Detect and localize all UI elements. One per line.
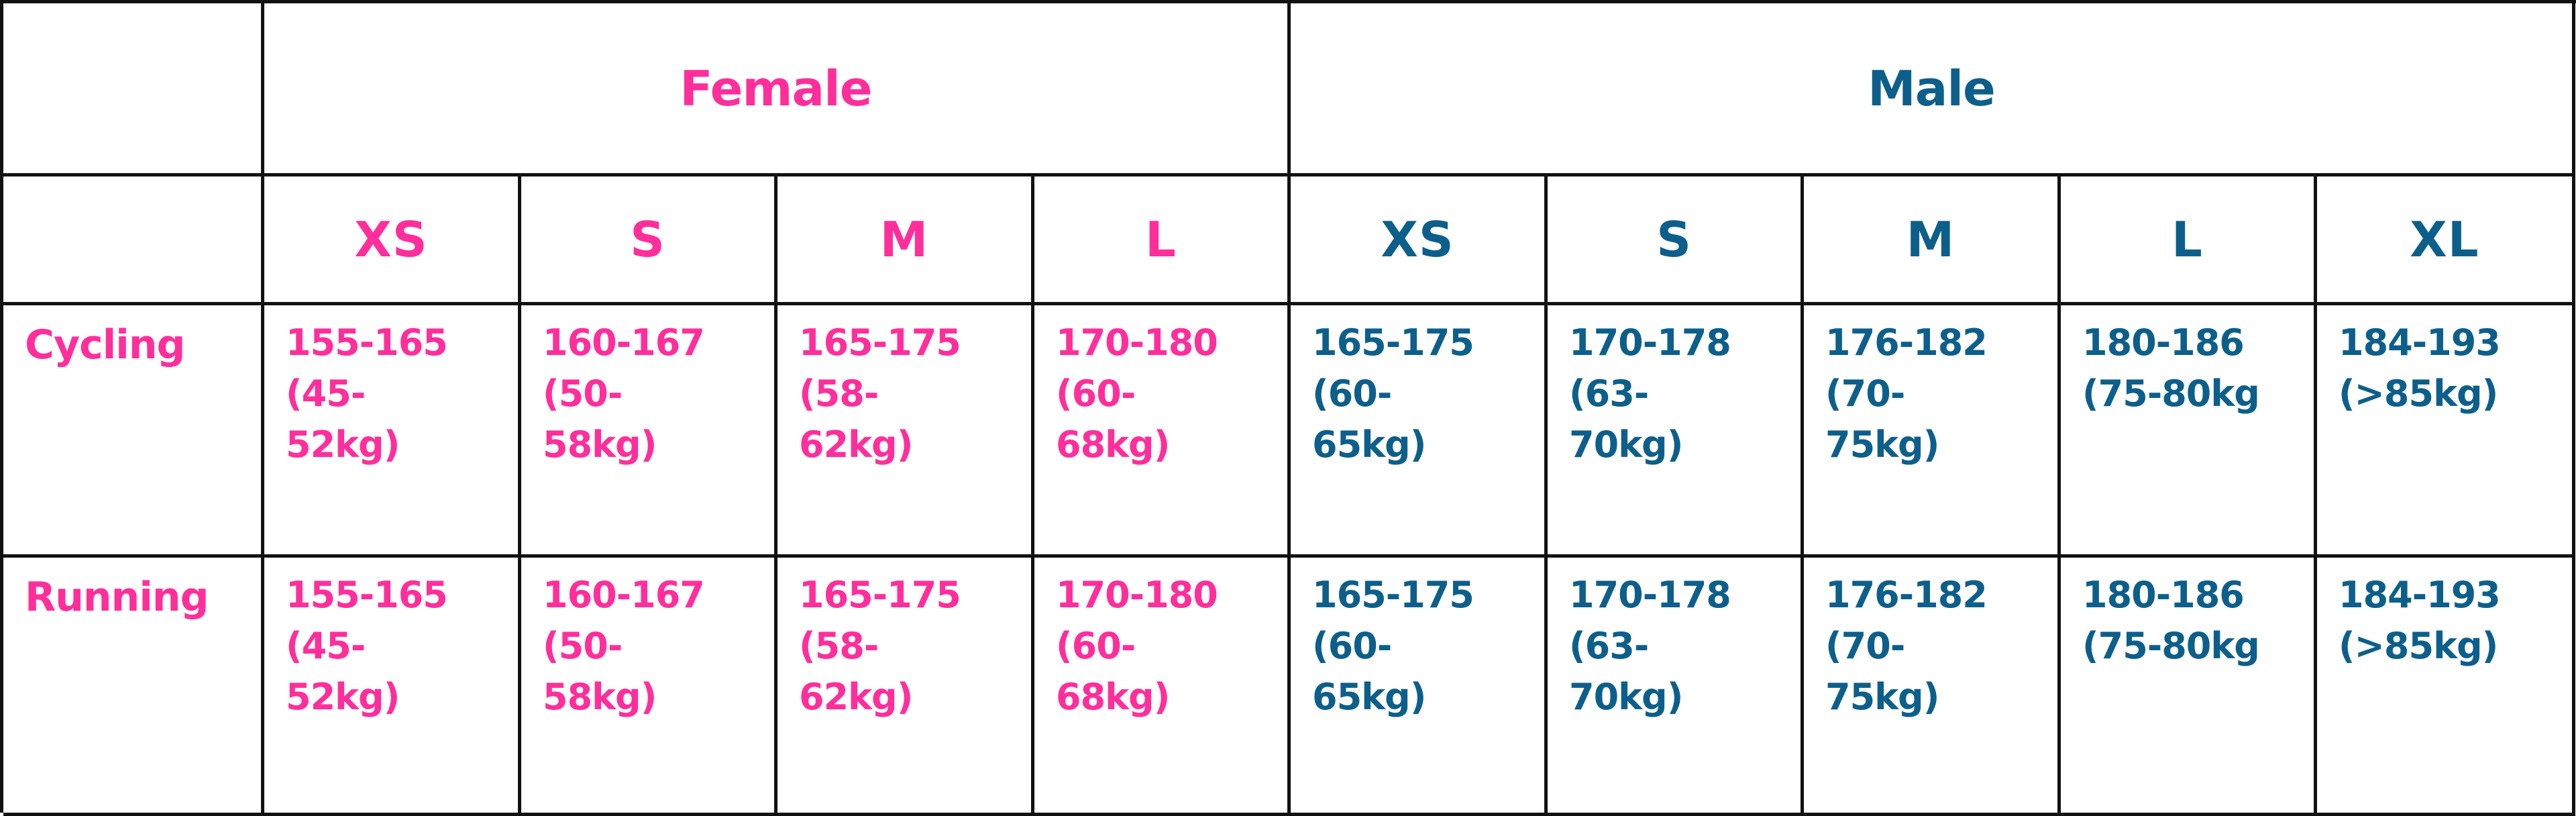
weight-range-end: 75kg) <box>1825 676 1939 718</box>
size-label: XS <box>354 211 428 268</box>
size-label: S <box>1656 211 1692 268</box>
height-range: 170-178 <box>1569 574 1731 616</box>
female-size-header: L <box>1034 176 1291 305</box>
table-cell: 170-178 (63- 70kg) <box>1548 305 1804 558</box>
female-size-header: XS <box>264 176 521 305</box>
size-label: L <box>1145 211 1177 268</box>
weight-range: (75-80kg <box>2082 625 2260 667</box>
weight-range-start: (60- <box>1056 625 1136 667</box>
table-cell: 165-175 (60- 65kg) <box>1291 558 1548 816</box>
table-cell: 165-175 (58- 62kg) <box>777 305 1034 558</box>
weight-range: (>85kg) <box>2339 625 2498 667</box>
female-header-label: Female <box>680 60 872 117</box>
male-header: Male <box>1291 3 2575 176</box>
height-range: 155-165 <box>286 574 448 616</box>
weight-range-end: 62kg) <box>799 676 913 718</box>
row-label-running: Running <box>3 558 264 816</box>
row-label-cycling: Cycling <box>3 305 264 558</box>
height-range: 165-175 <box>1312 574 1474 616</box>
height-range: 170-180 <box>1056 321 1218 364</box>
height-range: 160-167 <box>543 321 705 364</box>
size-label: M <box>879 211 929 268</box>
weight-range-end: 65kg) <box>1312 423 1426 466</box>
table-cell: 176-182 (70- 75kg) <box>1804 305 2061 558</box>
table-cell: 170-180 (60- 68kg) <box>1034 305 1291 558</box>
table-cell: 155-165 (45- 52kg) <box>264 305 521 558</box>
weight-range-start: (45- <box>286 625 366 667</box>
height-range: 170-180 <box>1056 574 1218 616</box>
size-label: XS <box>1381 211 1454 268</box>
height-range: 165-175 <box>1312 321 1474 364</box>
male-size-header: S <box>1548 176 1804 305</box>
weight-range-end: 65kg) <box>1312 676 1426 718</box>
table-cell: 180-186 (75-80kg <box>2061 558 2317 816</box>
male-header-label: Male <box>1868 60 1996 117</box>
size-label: XL <box>2410 211 2479 268</box>
weight-range-start: (45- <box>286 372 366 415</box>
weight-range-start: (50- <box>543 625 623 667</box>
weight-range-end: 52kg) <box>286 676 400 718</box>
size-label: S <box>630 211 665 268</box>
height-range: 170-178 <box>1569 321 1731 364</box>
size-label: M <box>1906 211 1955 268</box>
table-cell: 180-186 (75-80kg <box>2061 305 2317 558</box>
weight-range-start: (63- <box>1569 372 1649 415</box>
weight-range-start: (70- <box>1825 372 1905 415</box>
female-header: Female <box>264 3 1291 176</box>
weight-range-end: 68kg) <box>1056 676 1170 718</box>
table-cell: 176-182 (70- 75kg) <box>1804 558 2061 816</box>
weight-range-start: (60- <box>1312 625 1392 667</box>
table-cell: 155-165 (45- 52kg) <box>264 558 521 816</box>
height-range: 165-175 <box>799 574 961 616</box>
sport-label: Cycling <box>25 321 186 368</box>
height-range: 180-186 <box>2082 321 2245 364</box>
height-range: 180-186 <box>2082 574 2245 616</box>
corner-cell-top <box>3 3 264 176</box>
height-range: 155-165 <box>286 321 448 364</box>
table-cell: 184-193 (>85kg) <box>2317 305 2575 558</box>
table-cell: 170-178 (63- 70kg) <box>1548 558 1804 816</box>
table-cell: 170-180 (60- 68kg) <box>1034 558 1291 816</box>
male-size-header: XL <box>2317 176 2575 305</box>
weight-range-end: 68kg) <box>1056 423 1170 466</box>
height-range: 165-175 <box>799 321 961 364</box>
height-range: 176-182 <box>1825 574 1988 616</box>
weight-range-end: 75kg) <box>1825 423 1939 466</box>
table-cell: 184-193 (>85kg) <box>2317 558 2575 816</box>
weight-range-end: 70kg) <box>1569 676 1683 718</box>
table-cell: 165-175 (58- 62kg) <box>777 558 1034 816</box>
weight-range-start: (63- <box>1569 625 1649 667</box>
male-size-header: XS <box>1291 176 1548 305</box>
weight-range: (75-80kg <box>2082 372 2260 415</box>
weight-range-end: 58kg) <box>543 423 657 466</box>
sport-label: Running <box>25 574 209 621</box>
weight-range-end: 70kg) <box>1569 423 1683 466</box>
weight-range-start: (50- <box>543 372 623 415</box>
corner-cell-sizes <box>3 176 264 305</box>
female-size-header: M <box>777 176 1034 305</box>
weight-range-end: 52kg) <box>286 423 400 466</box>
weight-range: (>85kg) <box>2339 372 2498 415</box>
height-range: 184-193 <box>2339 321 2501 364</box>
height-range: 184-193 <box>2339 574 2501 616</box>
female-size-header: S <box>521 176 777 305</box>
table-cell: 165-175 (60- 65kg) <box>1291 305 1548 558</box>
weight-range-end: 62kg) <box>799 423 913 466</box>
size-label: L <box>2171 211 2203 268</box>
table-cell: 160-167 (50- 58kg) <box>521 558 777 816</box>
weight-range-start: (70- <box>1825 625 1905 667</box>
male-size-header: M <box>1804 176 2061 305</box>
height-range: 176-182 <box>1825 321 1988 364</box>
male-size-header: L <box>2061 176 2317 305</box>
table-cell: 160-167 (50- 58kg) <box>521 305 777 558</box>
weight-range-start: (58- <box>799 372 879 415</box>
height-range: 160-167 <box>543 574 705 616</box>
weight-range-end: 58kg) <box>543 676 657 718</box>
weight-range-start: (60- <box>1056 372 1136 415</box>
weight-range-start: (58- <box>799 625 879 667</box>
weight-range-start: (60- <box>1312 372 1392 415</box>
